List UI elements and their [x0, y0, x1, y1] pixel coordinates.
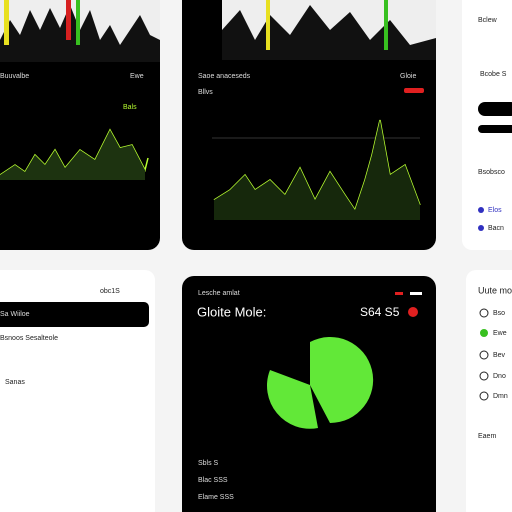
status-dot — [408, 307, 418, 317]
panel — [0, 270, 155, 512]
item-label[interactable]: Eaem — [478, 433, 496, 440]
area — [214, 120, 420, 220]
item-label: Bsobsco — [478, 169, 505, 176]
button[interactable] — [478, 102, 512, 116]
item-label[interactable]: Dmn — [493, 393, 508, 400]
item-label[interactable]: Sanas — [5, 379, 25, 386]
card — [0, 0, 160, 250]
indicator — [395, 292, 403, 295]
label: Buuvalbe — [0, 73, 29, 80]
icon — [479, 391, 489, 401]
icon — [479, 308, 489, 318]
panel — [466, 270, 512, 512]
label: Ewe — [130, 73, 144, 80]
row: Sbls S — [198, 460, 219, 467]
icon — [480, 329, 488, 337]
indicator — [410, 292, 422, 295]
label: Gloie — [400, 73, 416, 80]
marker — [66, 0, 71, 40]
item-label[interactable]: Sa Wiiloe — [0, 311, 30, 318]
card-title: Lesche amlat — [198, 290, 240, 297]
panel-header: Uute mo — [478, 285, 512, 295]
item-label[interactable]: Ewe — [493, 330, 507, 337]
card-heading: Gloite Mole: — [197, 304, 266, 319]
item-label[interactable]: Dno — [493, 373, 506, 380]
marker — [76, 0, 80, 45]
item-label: Elos — [488, 207, 502, 214]
item-label[interactable]: Bev — [493, 352, 506, 359]
marker — [266, 0, 270, 50]
label: Bllvs — [198, 89, 213, 96]
badge — [404, 88, 424, 93]
label: Saoe anaceseds — [198, 73, 251, 80]
marker — [384, 0, 388, 50]
pie — [267, 337, 374, 429]
icon — [478, 207, 484, 213]
row: Elame SSS — [198, 494, 234, 501]
panel-header: obc1S — [100, 288, 120, 295]
item-label[interactable]: Bso — [493, 310, 505, 317]
item-label: Bclew — [478, 17, 498, 24]
button[interactable] — [478, 125, 512, 133]
item-label: Bacn — [488, 225, 504, 232]
icon — [478, 225, 484, 231]
item-label: Bcobe S — [480, 71, 507, 78]
selected-item[interactable] — [0, 302, 149, 327]
area — [0, 130, 145, 180]
icon — [479, 350, 489, 360]
label: Bals — [123, 104, 137, 111]
amount: S64 S5 — [360, 305, 400, 319]
panel — [462, 0, 512, 250]
marker — [4, 0, 9, 45]
icon — [479, 371, 489, 381]
item-label[interactable]: Bsnoos Sesalteole — [0, 335, 58, 342]
area — [222, 5, 436, 60]
row: Blac SSS — [198, 477, 228, 484]
